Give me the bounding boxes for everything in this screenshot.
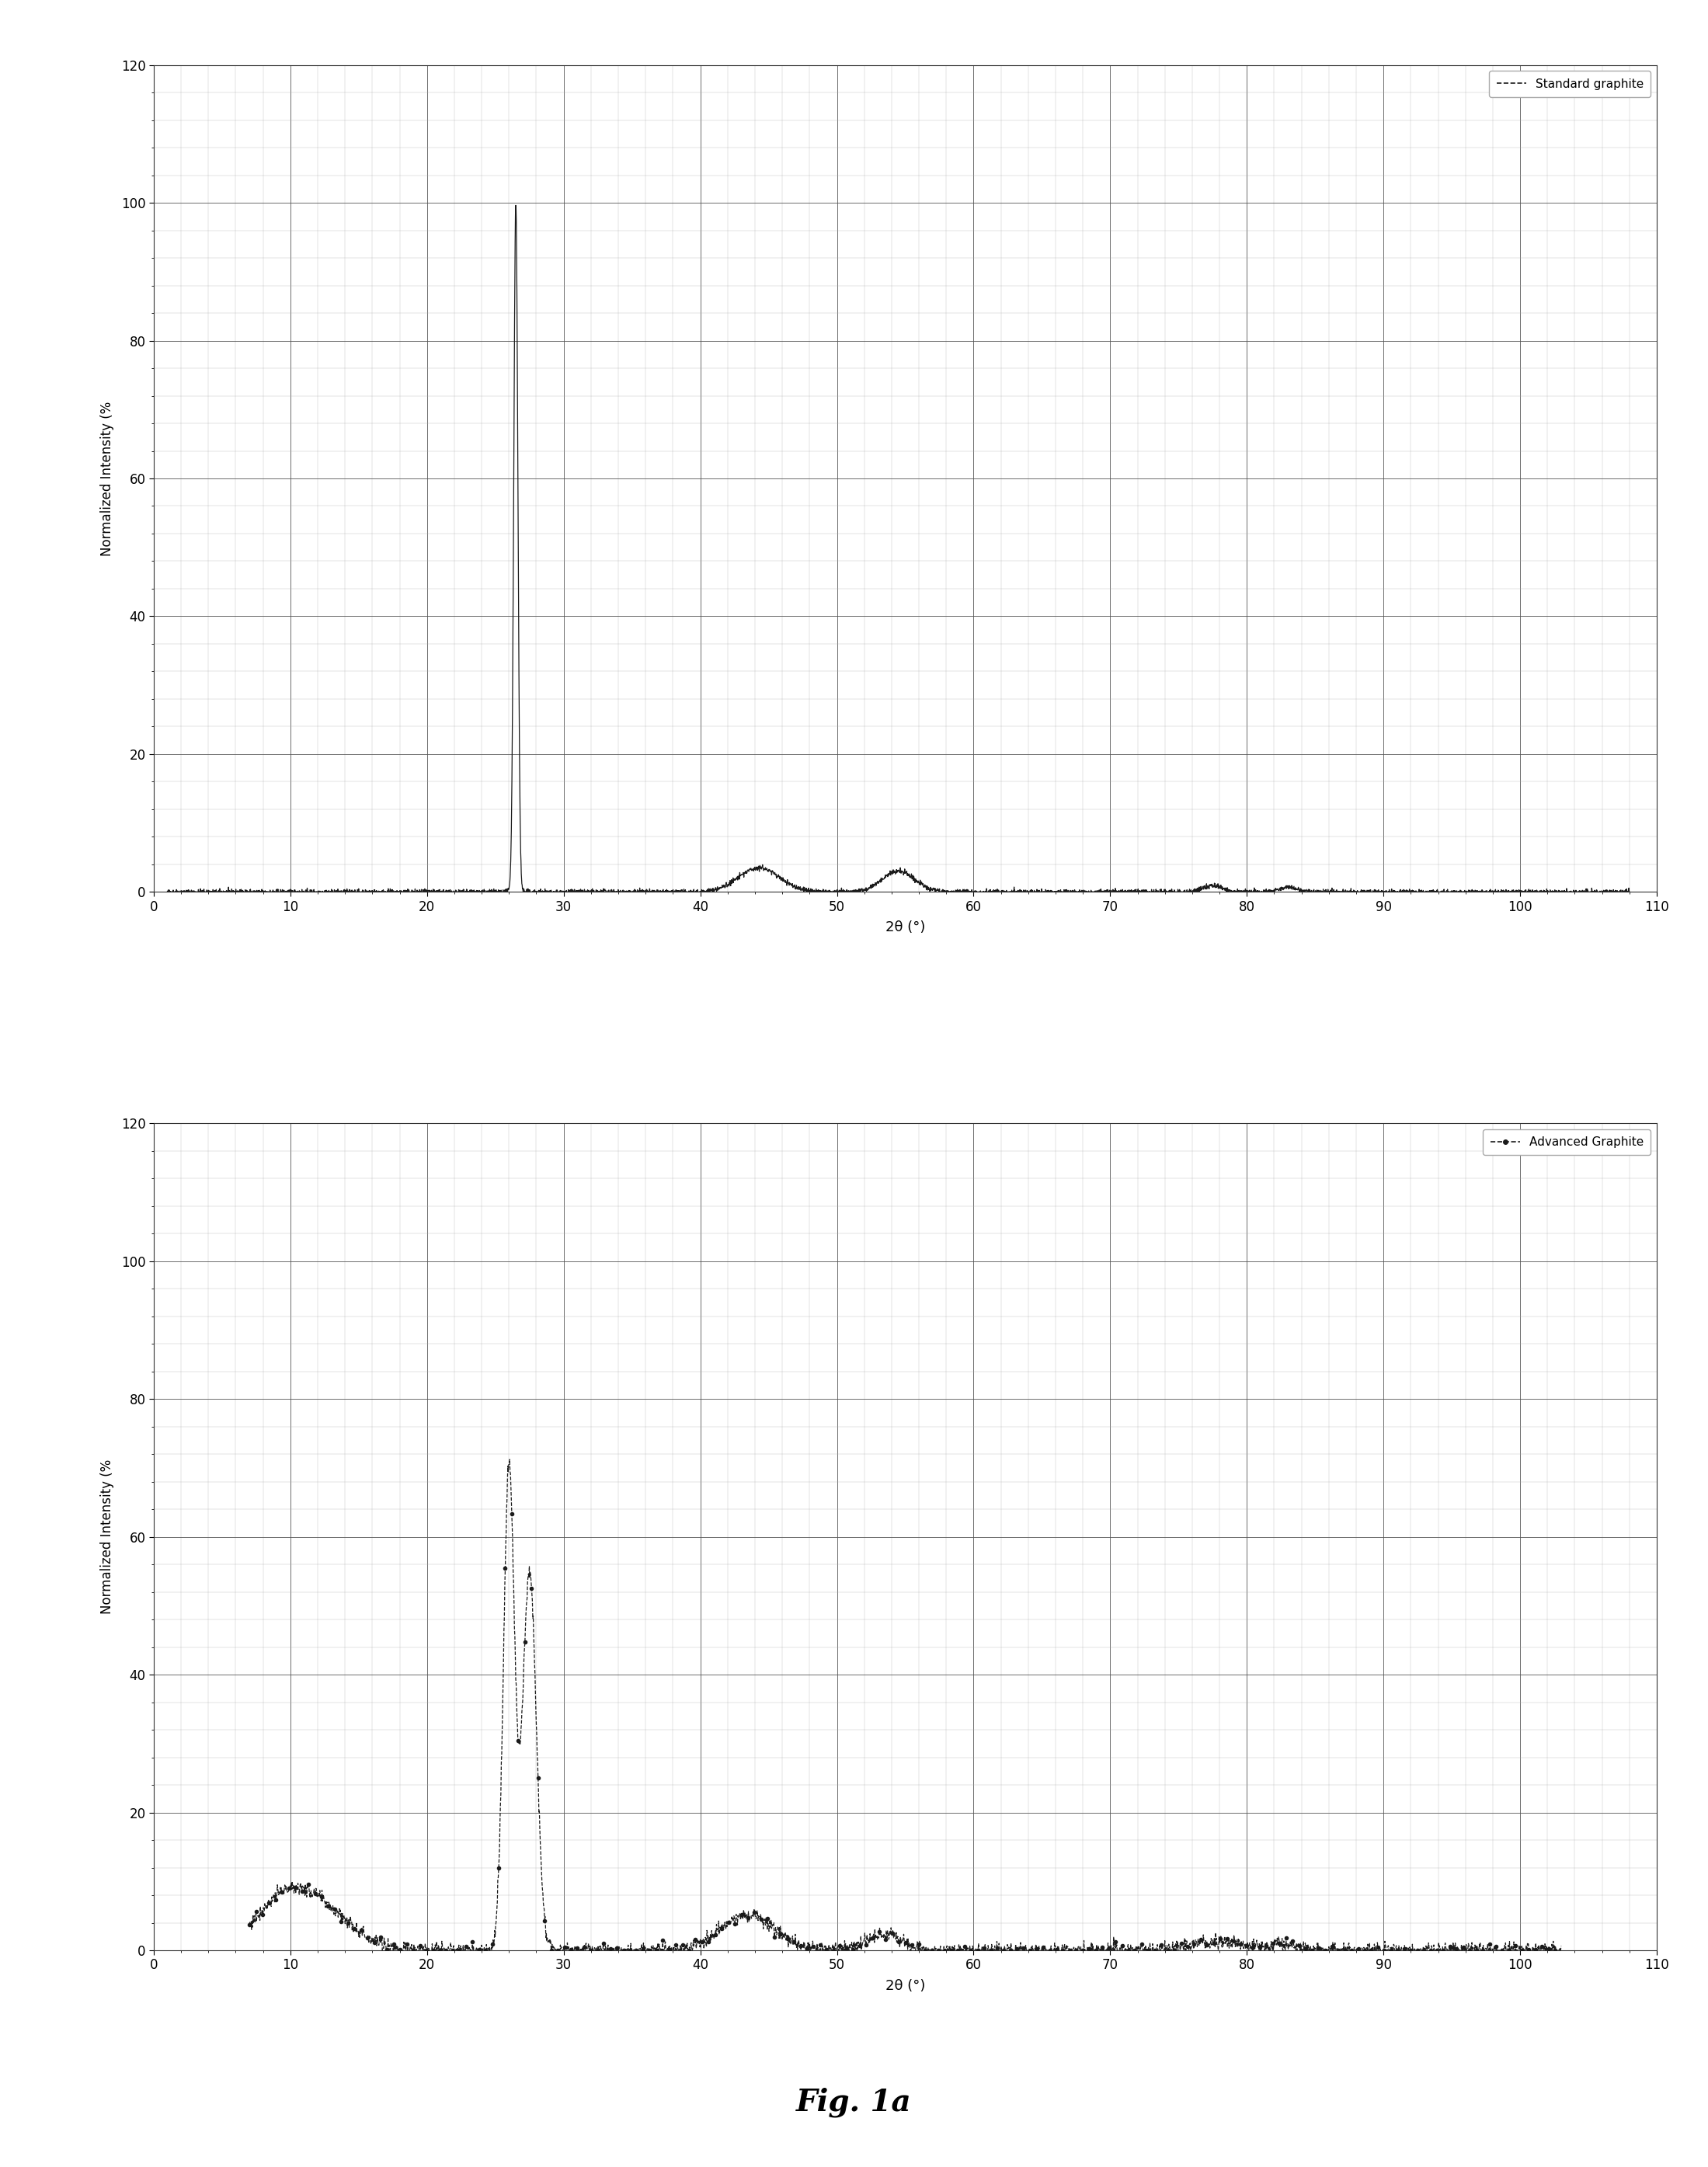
Legend: Advanced Graphite: Advanced Graphite (1483, 1129, 1652, 1155)
X-axis label: 2θ (°): 2θ (°) (885, 1978, 926, 1994)
X-axis label: 2θ (°): 2θ (°) (885, 921, 926, 934)
Text: Fig. 1a: Fig. 1a (796, 2087, 912, 2117)
Legend: Standard graphite: Standard graphite (1489, 72, 1652, 98)
Y-axis label: Normalized Intensity (%: Normalized Intensity (% (101, 1461, 114, 1614)
Y-axis label: Normalized Intensity (%: Normalized Intensity (% (101, 401, 114, 555)
